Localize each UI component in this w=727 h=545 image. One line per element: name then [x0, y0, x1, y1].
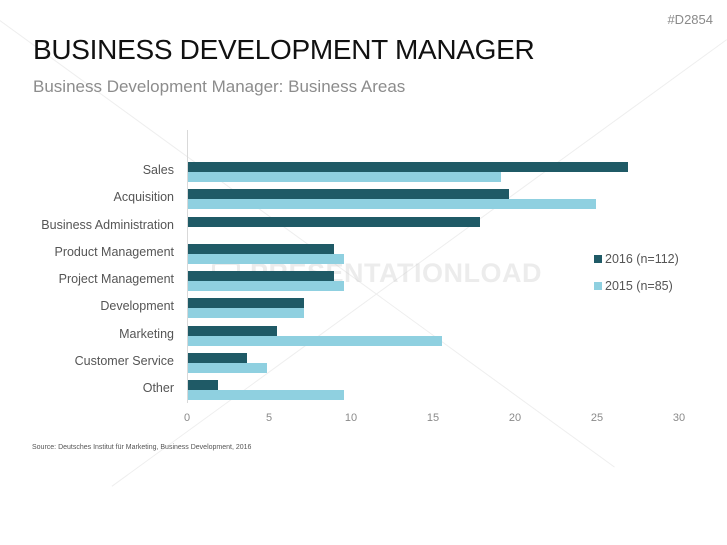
legend-item-2015: 2015 (n=85): [594, 279, 673, 293]
bar-2015: [188, 390, 344, 400]
legend-item-2016: 2016 (n=112): [594, 252, 679, 266]
x-tick-label: 25: [590, 412, 604, 424]
bar-2015: [188, 199, 597, 210]
source-note: Source: Deutsches Institut für Marketing…: [32, 444, 252, 451]
bar-2016: [188, 352, 248, 363]
bar-2016: [188, 298, 305, 309]
bar-2016: [188, 325, 277, 336]
x-tick-label: 15: [426, 412, 440, 424]
bar-2016: [188, 216, 480, 227]
bar-2015: [188, 253, 344, 264]
bar-2016: [188, 380, 218, 390]
legend-swatch-2016-icon: [594, 255, 602, 263]
category-label: Sales: [142, 163, 174, 177]
legend-label-2016: 2016 (n=112): [605, 252, 679, 266]
category-label: Other: [142, 381, 174, 395]
slide-subtitle: Business Development Manager: Business A…: [33, 77, 406, 96]
bar-2016: [188, 162, 628, 172]
bar-2016: [188, 243, 334, 254]
category-label: Project Management: [58, 272, 174, 286]
x-tick-label: 5: [265, 412, 273, 424]
bar-2015: [188, 172, 502, 182]
bar-2016: [188, 271, 334, 281]
y-axis-line: [187, 130, 188, 403]
slide-title: BUSINESS DEVELOPMENT MANAGER: [33, 34, 535, 65]
legend-swatch-2015-icon: [594, 282, 602, 290]
legend-label-2015: 2015 (n=85): [605, 279, 673, 293]
bar-2015: [188, 335, 443, 346]
x-tick-label: 0: [183, 412, 191, 424]
bar-2015: [188, 362, 267, 373]
category-label: Acquisition: [113, 190, 174, 205]
bar-2015: [188, 308, 305, 319]
x-tick-label: 30: [672, 412, 686, 424]
x-tick-label: 20: [508, 412, 522, 424]
category-label: Development: [100, 299, 174, 314]
bar-2015: [188, 281, 344, 291]
category-label: Business Administration: [41, 217, 174, 232]
category-label: Marketing: [119, 326, 174, 341]
slide-code: #D2854: [667, 12, 713, 27]
x-tick-label: 10: [344, 412, 358, 424]
category-label: Customer Service: [74, 353, 174, 368]
bar-2016: [188, 189, 510, 200]
category-label: Product Management: [54, 244, 174, 259]
